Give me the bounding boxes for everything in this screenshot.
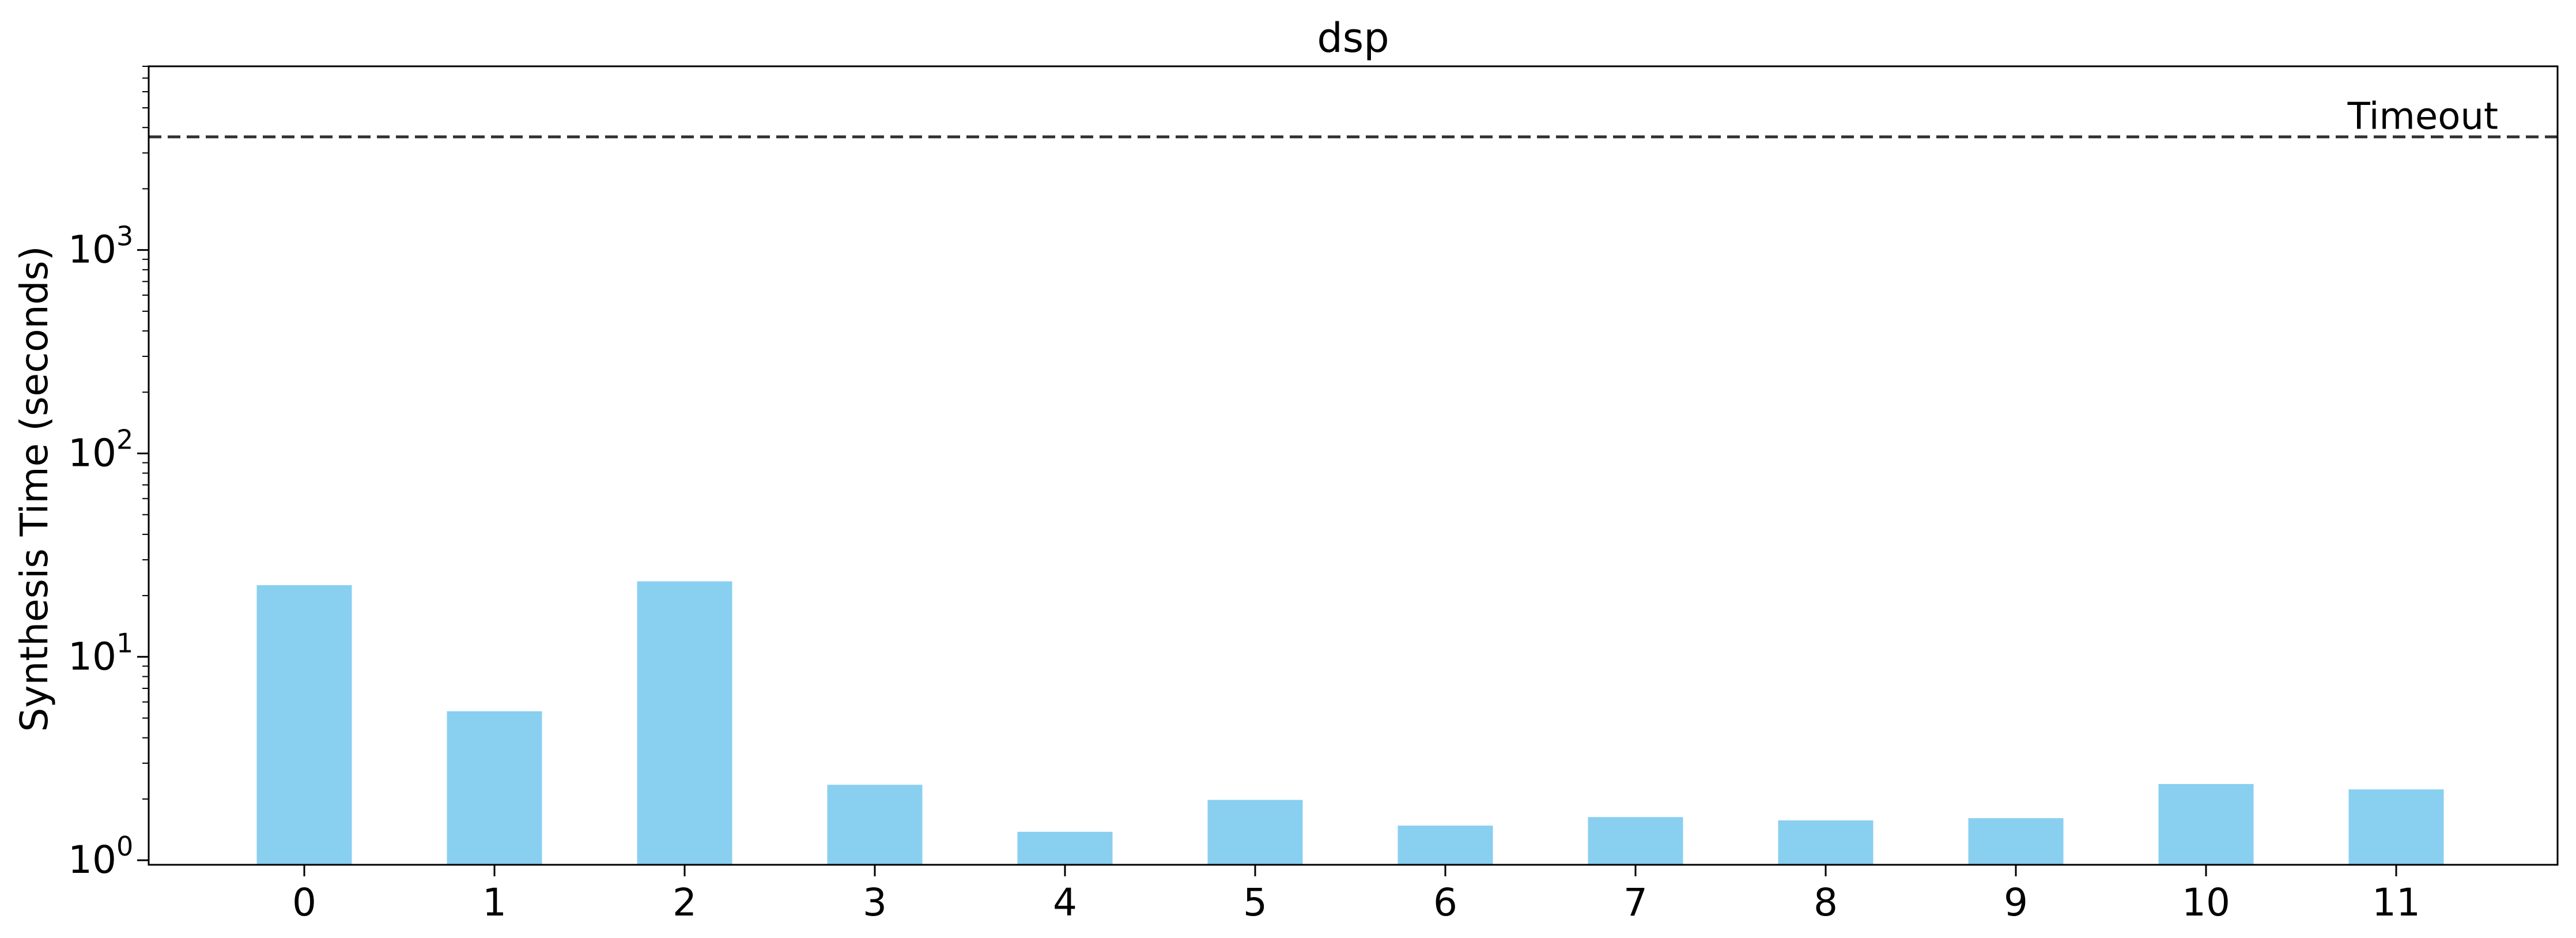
y-tick-label: 102 bbox=[68, 424, 133, 475]
x-tick-label: 4 bbox=[1053, 880, 1077, 925]
x-tick-label: 7 bbox=[1623, 880, 1648, 925]
bar-3 bbox=[827, 785, 923, 865]
x-tick-label: 8 bbox=[1814, 880, 1838, 925]
bar-6 bbox=[1397, 826, 1493, 865]
x-tick-label: 0 bbox=[292, 880, 316, 925]
bar-2 bbox=[637, 581, 732, 865]
y-axis-label: Synthesis Time (seconds) bbox=[12, 246, 56, 732]
x-tick-label: 10 bbox=[2182, 880, 2230, 925]
bar-8 bbox=[1778, 820, 1874, 865]
threshold-layer: Timeout bbox=[149, 95, 2558, 138]
x-tick-label: 6 bbox=[1433, 880, 1457, 925]
chart-title: dsp bbox=[1317, 14, 1389, 62]
x-tick-label: 2 bbox=[673, 880, 697, 925]
y-tick-label: 100 bbox=[68, 831, 133, 882]
x-ticks-layer: 0 1 2 3 4 5 6 7 8 9 10 11 bbox=[292, 865, 2420, 925]
y-tick-label: 101 bbox=[68, 627, 133, 679]
bar-9 bbox=[1968, 818, 2064, 865]
x-tick-label: 3 bbox=[863, 880, 887, 925]
x-tick-label: 1 bbox=[482, 880, 507, 925]
bar-11 bbox=[2348, 789, 2444, 865]
timeout-label: Timeout bbox=[2347, 95, 2498, 138]
bar-10 bbox=[2158, 783, 2254, 865]
x-tick-label: 11 bbox=[2372, 880, 2420, 925]
bar-7 bbox=[1588, 817, 1683, 865]
bar-5 bbox=[1207, 800, 1303, 865]
y-tick-label: 103 bbox=[68, 221, 133, 272]
bar-0 bbox=[256, 585, 352, 865]
bars-layer bbox=[256, 581, 2444, 865]
x-tick-label: 5 bbox=[1243, 880, 1267, 925]
plot-frame bbox=[148, 65, 2559, 866]
y-ticks-layer: 100 101 102 103 bbox=[68, 66, 149, 882]
bar-4 bbox=[1017, 831, 1113, 865]
bar-1 bbox=[447, 711, 542, 865]
x-tick-label: 9 bbox=[2004, 880, 2028, 925]
